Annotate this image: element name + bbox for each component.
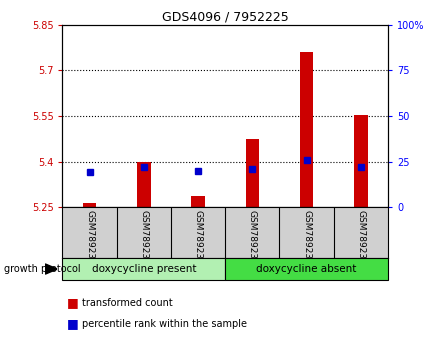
- Text: GSM789235: GSM789235: [356, 210, 365, 264]
- Text: GSM789232: GSM789232: [85, 210, 94, 264]
- Bar: [224, 258, 387, 280]
- Text: GSM789233: GSM789233: [301, 210, 310, 264]
- Polygon shape: [45, 264, 57, 274]
- Text: GSM789231: GSM789231: [247, 210, 256, 264]
- Text: transformed count: transformed count: [82, 298, 172, 308]
- Bar: [245, 139, 258, 207]
- Text: doxycycline present: doxycycline present: [92, 264, 196, 274]
- Bar: [83, 202, 96, 207]
- Text: ■: ■: [67, 296, 78, 309]
- Text: GSM789234: GSM789234: [139, 210, 148, 264]
- Bar: [62, 258, 225, 280]
- Title: GDS4096 / 7952225: GDS4096 / 7952225: [161, 11, 288, 24]
- Text: growth protocol: growth protocol: [4, 264, 81, 274]
- Bar: [191, 196, 204, 207]
- Bar: [137, 161, 150, 207]
- Text: GSM789236: GSM789236: [193, 210, 202, 264]
- Bar: [353, 115, 367, 207]
- Text: ■: ■: [67, 318, 78, 330]
- Text: doxycycline absent: doxycycline absent: [256, 264, 356, 274]
- Text: percentile rank within the sample: percentile rank within the sample: [82, 319, 246, 329]
- Bar: [299, 52, 313, 207]
